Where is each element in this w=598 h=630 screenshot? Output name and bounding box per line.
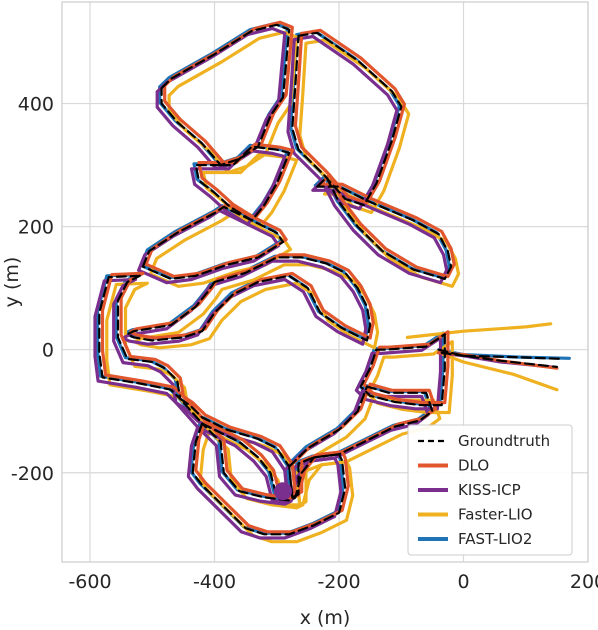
trajectory-segment (141, 205, 285, 280)
trajectory-tail (440, 351, 558, 368)
trajectory-segment (191, 422, 347, 536)
trajectory-segment (144, 202, 288, 279)
y-tick-label: -200 (11, 463, 54, 485)
trajectory-segment (316, 176, 453, 280)
trajectory-segment (98, 274, 182, 400)
trajectory-segment (160, 23, 291, 167)
y-axis-label: y (m) (1, 257, 23, 308)
trajectory-segment (133, 263, 380, 350)
trajectory-tail (437, 351, 559, 392)
legend-label: FAST-LIO2 (458, 530, 532, 548)
trajectory-segment (163, 20, 294, 165)
trajectory-segment (318, 173, 456, 279)
trajectory-segment (179, 397, 294, 499)
x-tick-label: -400 (193, 571, 236, 593)
trajectory-segment (186, 425, 343, 540)
end-marker (273, 482, 292, 501)
trajectory-segment (121, 259, 368, 346)
trajectory-segment (194, 419, 350, 534)
y-tick-label: 400 (18, 94, 54, 116)
x-tick-label: -600 (68, 571, 111, 593)
trajectory-segment (197, 142, 294, 220)
trajectory-segment (291, 31, 403, 207)
trajectory-tail (405, 322, 553, 339)
legend-label: DLO (458, 457, 489, 475)
trajectory-segment (93, 277, 178, 405)
x-axis-label: x (m) (300, 607, 351, 629)
legend-label: Groundtruth (458, 432, 550, 450)
y-tick-label: 200 (18, 217, 54, 239)
series-groundtruth (98, 23, 565, 536)
trajectory-segment (126, 256, 372, 342)
x-tick-label: 0 (457, 571, 469, 593)
trajectory-segment (128, 253, 375, 340)
x-tick-label: -200 (317, 571, 360, 593)
tick-labels: -600 -400 -200 0 200 -200 0 200 400 (11, 94, 598, 593)
trajectory-segment (100, 271, 185, 399)
x-tick-label: 200 (570, 571, 598, 593)
legend-box (407, 424, 573, 556)
trajectory-tail (437, 348, 565, 360)
trajectory-segment (293, 28, 406, 205)
legend: Groundtruth DLO KISS-ICP Faster-LIO FAST-LIO… (407, 424, 573, 556)
legend-label: KISS-ICP (458, 481, 521, 499)
trajectory-segment (286, 34, 399, 211)
trajectory-segment (359, 333, 446, 407)
trajectory-segment (194, 145, 291, 222)
y-tick-label: 0 (42, 340, 54, 362)
plot-frame (61, 1, 589, 563)
legend-label: Faster-LIO (458, 506, 533, 524)
series-layer (93, 20, 571, 544)
